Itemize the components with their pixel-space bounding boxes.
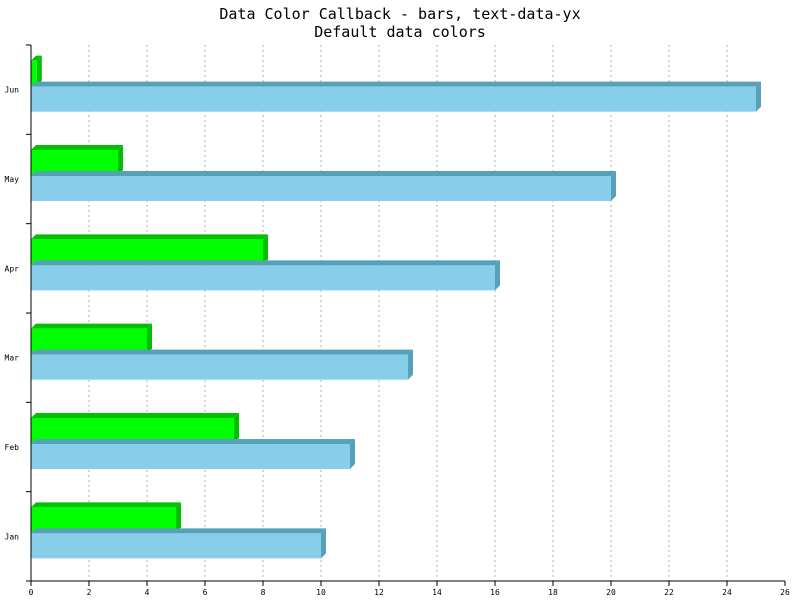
- bar-mar-series1: [31, 328, 147, 354]
- bar-side-face: [350, 439, 355, 469]
- bar-side-face: [495, 260, 500, 291]
- bar-top-face: [31, 439, 355, 444]
- bar-side-face: [263, 234, 268, 265]
- bar-top-face: [31, 413, 239, 418]
- axes: [26, 44, 786, 586]
- bar-apr-series1: [31, 239, 263, 265]
- x-tick-label: 26: [780, 588, 790, 597]
- x-tick-label: 24: [722, 588, 732, 597]
- x-tick-label: 8: [261, 588, 266, 597]
- x-tick-label: 14: [432, 588, 442, 597]
- bar-side-face: [756, 81, 761, 112]
- bar-side-face: [176, 502, 181, 533]
- bar-top-face: [31, 81, 761, 87]
- bar-side-face: [36, 55, 42, 86]
- bar-top-face: [31, 171, 616, 176]
- bar-may-series2: [31, 176, 611, 201]
- x-tick-label: 16: [490, 588, 500, 597]
- bar-feb-series1: [31, 418, 234, 443]
- bar-side-face: [234, 413, 239, 443]
- bar-top-face: [31, 55, 42, 61]
- bar-top-face: [31, 502, 181, 508]
- bar-apr-series2: [31, 265, 495, 291]
- bar-side-face: [321, 528, 326, 559]
- bar-top-face: [31, 145, 123, 150]
- bar-jun-series1: [31, 60, 37, 86]
- x-tick-label: 0: [29, 588, 34, 597]
- bar-top-face: [31, 323, 152, 329]
- x-tick-label: 18: [548, 588, 558, 597]
- x-tick-label: 10: [316, 588, 326, 597]
- x-tick-label: 22: [664, 588, 674, 597]
- bar-top-face: [31, 260, 500, 266]
- bar-side-face: [147, 323, 152, 354]
- chart-title: Data Color Callback - bars, text-data-yx: [219, 5, 580, 23]
- x-tick-label: 12: [374, 588, 384, 597]
- x-tick-label: 20: [606, 588, 616, 597]
- bar-jan-series1: [31, 507, 176, 533]
- y-tick-label: Jun: [5, 86, 20, 95]
- y-tick-label: Apr: [5, 264, 20, 273]
- bar-side-face: [611, 171, 616, 201]
- bars-group: [31, 55, 761, 559]
- y-tick-label: May: [5, 175, 20, 184]
- chart-subtitle: Default data colors: [314, 23, 486, 41]
- x-tick-label: 6: [203, 588, 208, 597]
- y-tick-label: Feb: [5, 443, 20, 452]
- bar-side-face: [118, 145, 123, 175]
- bar-jan-series2: [31, 533, 321, 559]
- y-tick-label: Jan: [5, 532, 20, 541]
- bar-top-face: [31, 528, 326, 534]
- bar-side-face: [408, 349, 413, 380]
- bar-top-face: [31, 234, 268, 240]
- y-tick-label: Mar: [5, 354, 20, 363]
- bar-jun-series2: [31, 86, 756, 112]
- bar-feb-series2: [31, 444, 350, 469]
- x-tick-label: 2: [87, 588, 92, 597]
- bar-mar-series2: [31, 354, 408, 380]
- bar-may-series1: [31, 150, 118, 175]
- x-tick-label: 4: [145, 588, 150, 597]
- grid-lines: [88, 45, 728, 581]
- bar-top-face: [31, 349, 413, 355]
